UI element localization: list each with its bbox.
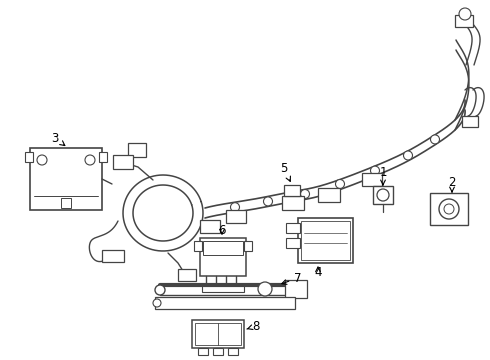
Bar bbox=[318, 188, 340, 202]
Bar bbox=[285, 280, 307, 298]
Bar bbox=[61, 198, 71, 208]
Bar bbox=[284, 185, 300, 196]
Bar bbox=[226, 210, 246, 223]
Bar bbox=[178, 269, 196, 281]
Bar bbox=[194, 241, 202, 251]
Text: 2: 2 bbox=[448, 176, 456, 192]
Bar bbox=[195, 323, 241, 345]
Bar bbox=[462, 116, 478, 127]
Circle shape bbox=[459, 8, 471, 20]
Bar bbox=[213, 348, 223, 355]
Circle shape bbox=[370, 166, 379, 175]
Circle shape bbox=[336, 180, 344, 189]
Bar bbox=[25, 152, 33, 162]
Circle shape bbox=[403, 151, 413, 160]
Bar bbox=[282, 196, 304, 210]
Bar bbox=[202, 284, 244, 292]
Bar bbox=[155, 297, 295, 309]
Bar bbox=[198, 348, 208, 355]
Text: 3: 3 bbox=[51, 131, 65, 145]
Bar bbox=[286, 238, 300, 248]
Bar bbox=[373, 186, 393, 204]
Bar bbox=[30, 148, 102, 210]
Circle shape bbox=[264, 197, 272, 206]
Circle shape bbox=[439, 199, 459, 219]
Bar bbox=[200, 220, 220, 233]
Bar bbox=[102, 250, 124, 262]
Bar bbox=[301, 221, 350, 260]
Bar bbox=[192, 320, 244, 348]
Circle shape bbox=[37, 155, 47, 165]
Bar bbox=[244, 241, 252, 251]
Bar bbox=[298, 218, 353, 263]
Circle shape bbox=[85, 155, 95, 165]
Circle shape bbox=[300, 189, 310, 198]
Circle shape bbox=[258, 282, 272, 296]
Text: 1: 1 bbox=[379, 166, 387, 185]
Circle shape bbox=[444, 204, 454, 214]
Text: 4: 4 bbox=[314, 266, 322, 279]
Bar bbox=[430, 193, 468, 225]
Circle shape bbox=[431, 135, 440, 144]
Text: 7: 7 bbox=[282, 271, 302, 284]
Bar bbox=[128, 143, 146, 157]
Circle shape bbox=[377, 189, 389, 201]
Bar bbox=[228, 348, 238, 355]
Circle shape bbox=[153, 299, 161, 307]
Circle shape bbox=[230, 203, 240, 212]
Text: 6: 6 bbox=[218, 224, 226, 237]
Bar bbox=[203, 241, 243, 255]
Bar bbox=[362, 173, 382, 186]
Text: 8: 8 bbox=[247, 320, 260, 333]
Bar bbox=[200, 238, 246, 276]
Circle shape bbox=[155, 285, 165, 295]
Text: 5: 5 bbox=[280, 162, 291, 181]
Bar bbox=[99, 152, 107, 162]
Bar bbox=[113, 155, 133, 169]
Bar bbox=[286, 223, 300, 233]
Bar bbox=[455, 15, 473, 27]
